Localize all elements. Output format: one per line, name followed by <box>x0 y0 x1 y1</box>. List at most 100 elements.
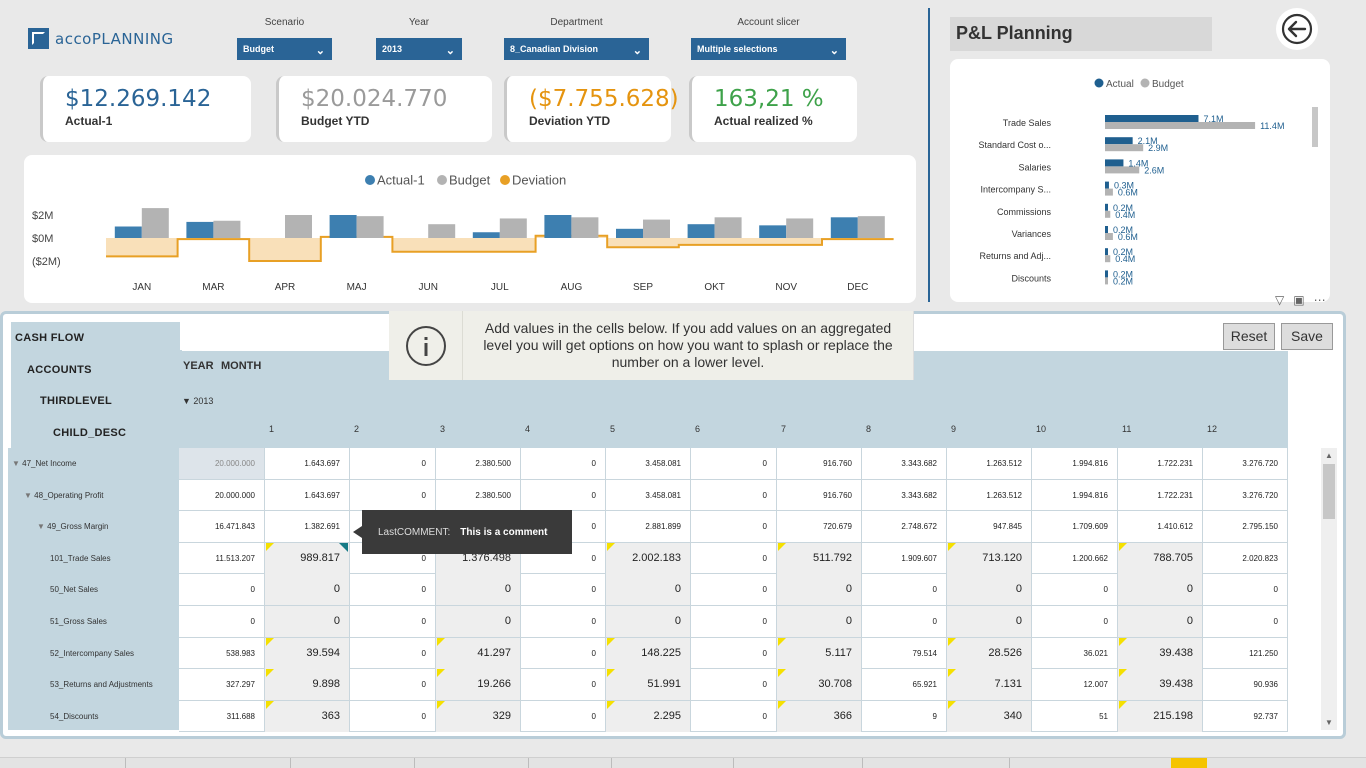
scroll-thumb[interactable] <box>1323 464 1335 519</box>
account-dropdown[interactable]: Multiple selections ⌄ <box>691 38 846 60</box>
bar-budget[interactable] <box>857 216 885 238</box>
table-cell[interactable]: 0 <box>691 669 777 701</box>
bar-actual[interactable] <box>1105 115 1199 122</box>
bar-actual[interactable] <box>616 228 643 238</box>
cell-total[interactable]: 311.688 <box>179 700 265 732</box>
table-cell[interactable]: 0 <box>1032 574 1118 606</box>
filter-icon[interactable]: ▽ <box>1275 293 1285 307</box>
table-cell[interactable]: 0 <box>1118 574 1203 606</box>
table-cell[interactable]: 30.708 <box>777 669 862 701</box>
bar-budget[interactable] <box>1105 166 1140 174</box>
table-cell[interactable]: 2.002.183 <box>606 542 691 574</box>
table-cell[interactable]: 51.991 <box>606 669 691 701</box>
table-cell[interactable]: 3.276.720 <box>1203 448 1288 479</box>
table-cell[interactable]: 0 <box>777 606 862 637</box>
focus-mode-icon[interactable]: ▣ <box>1293 293 1305 307</box>
bar-budget[interactable] <box>1105 188 1113 196</box>
bar-actual[interactable] <box>1105 226 1108 233</box>
bar-budget[interactable] <box>141 208 169 238</box>
table-cell[interactable]: 1.382.691 <box>265 511 350 543</box>
cell-total[interactable]: 327.297 <box>179 669 265 701</box>
table-cell[interactable]: 0 <box>350 574 436 606</box>
table-cell[interactable]: 65.921 <box>862 669 947 701</box>
table-cell[interactable]: 0 <box>691 637 777 669</box>
cell-total[interactable]: 538.983 <box>179 637 265 669</box>
table-cell[interactable]: 0 <box>947 606 1032 637</box>
row-label[interactable]: ▼ 48_Operating Profit <box>24 491 104 500</box>
bar-budget[interactable] <box>499 218 527 238</box>
scenario-dropdown[interactable]: Budget ⌄ <box>237 38 332 60</box>
table-cell[interactable]: 0 <box>350 479 436 511</box>
reset-button[interactable]: Reset <box>1223 323 1275 350</box>
bar-budget[interactable] <box>213 220 241 238</box>
table-cell[interactable]: 720.679 <box>777 511 862 543</box>
table-cell[interactable]: 0 <box>862 606 947 637</box>
bar-actual[interactable] <box>114 226 142 239</box>
month-header[interactable]: 9 <box>951 424 957 434</box>
expand-chevron-icon[interactable]: ▼ <box>37 522 48 532</box>
table-cell[interactable]: 0 <box>521 669 606 701</box>
bar-actual[interactable] <box>1105 203 1108 211</box>
table-cell[interactable]: 79.514 <box>862 637 947 669</box>
table-cell[interactable]: 0 <box>947 574 1032 606</box>
table-cell[interactable]: 0 <box>521 637 606 669</box>
table-cell[interactable]: 0 <box>691 700 777 732</box>
table-cell[interactable]: 1.200.662 <box>1032 542 1118 574</box>
scroll-up-icon[interactable]: ▲ <box>1325 451 1333 460</box>
table-cell[interactable]: 3.458.081 <box>606 479 691 511</box>
cell-total[interactable]: 0 <box>179 574 265 606</box>
table-cell[interactable]: 28.526 <box>947 637 1032 669</box>
table-cell[interactable]: 340 <box>947 700 1032 732</box>
bar-budget[interactable] <box>1105 210 1111 218</box>
table-cell[interactable]: 916.760 <box>777 479 862 511</box>
row-label[interactable]: 51_Gross Sales <box>50 617 107 626</box>
bar-actual[interactable] <box>1105 181 1109 189</box>
table-cell[interactable]: 0 <box>606 574 691 606</box>
table-cell[interactable]: 0 <box>350 700 436 732</box>
bar-budget[interactable] <box>1105 233 1113 240</box>
month-header[interactable]: 6 <box>695 424 701 434</box>
bar-budget[interactable] <box>714 217 742 238</box>
table-cell[interactable]: 12.007 <box>1032 669 1118 701</box>
table-cell[interactable]: 0 <box>521 511 606 543</box>
table-cell[interactable]: 329 <box>436 700 521 732</box>
vertical-scrollbar[interactable]: ▲ ▼ <box>1321 448 1337 730</box>
table-cell[interactable]: 9 <box>862 700 947 732</box>
bar-budget[interactable] <box>428 224 456 238</box>
bar-budget[interactable] <box>356 216 384 238</box>
row-label[interactable]: 52_Intercompany Sales <box>50 649 134 658</box>
row-label[interactable]: 101_Trade Sales <box>50 554 111 563</box>
bar-budget[interactable] <box>786 218 814 238</box>
save-button[interactable]: Save <box>1281 323 1333 350</box>
year-dropdown[interactable]: 2013 ⌄ <box>376 38 462 60</box>
month-header[interactable]: 2 <box>354 424 360 434</box>
table-cell[interactable]: 713.120 <box>947 542 1032 574</box>
bar-actual[interactable] <box>1105 270 1108 278</box>
table-cell[interactable]: 2.380.500 <box>436 479 521 511</box>
department-dropdown[interactable]: 8_Canadian Division ⌄ <box>504 38 649 60</box>
table-cell[interactable]: 1.643.697 <box>265 479 350 511</box>
table-cell[interactable]: 51 <box>1032 700 1118 732</box>
table-cell[interactable]: 2.380.500 <box>436 448 521 479</box>
table-cell[interactable]: 366 <box>777 700 862 732</box>
comment-marker-icon[interactable] <box>339 542 348 552</box>
bar-actual[interactable] <box>759 225 787 238</box>
table-cell[interactable]: 3.458.081 <box>606 448 691 479</box>
bar-actual[interactable] <box>830 217 858 238</box>
row-label[interactable]: ▼ 49_Gross Margin <box>37 522 109 531</box>
expand-chevron-icon[interactable]: ▼ <box>12 459 23 468</box>
bar-actual[interactable] <box>472 232 500 238</box>
month-header[interactable]: 8 <box>866 424 872 434</box>
table-cell[interactable]: 3.343.682 <box>862 448 947 479</box>
table-cell[interactable]: 0 <box>436 606 521 637</box>
bar-actual[interactable] <box>1105 248 1108 256</box>
table-cell[interactable]: 2.881.899 <box>606 511 691 543</box>
table-cell[interactable]: 0 <box>691 448 777 479</box>
table-cell[interactable]: 2.795.150 <box>1203 511 1288 543</box>
table-cell[interactable]: 0 <box>862 574 947 606</box>
table-cell[interactable]: 0 <box>521 574 606 606</box>
table-cell[interactable]: 0 <box>436 574 521 606</box>
bar-budget[interactable] <box>571 217 599 238</box>
table-cell[interactable]: 3.276.720 <box>1203 479 1288 511</box>
table-cell[interactable]: 215.198 <box>1118 700 1203 732</box>
